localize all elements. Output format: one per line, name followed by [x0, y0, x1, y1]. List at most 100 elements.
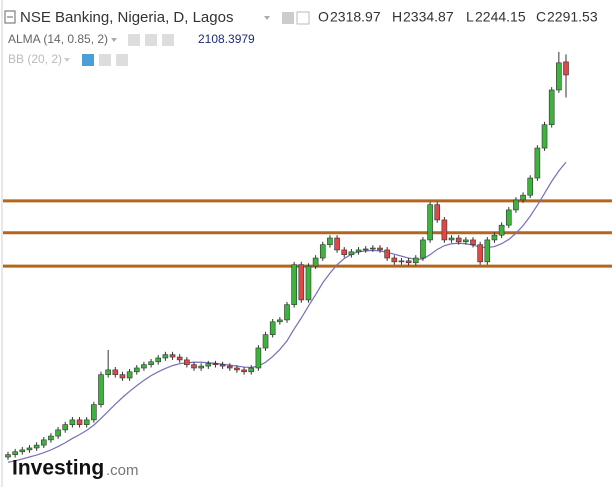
- candle-body: [405, 260, 412, 264]
- candle-body: [391, 257, 398, 263]
- candle-body: [470, 239, 476, 245]
- candle-body: [98, 374, 104, 405]
- ohlc-value: 2334.87: [403, 9, 454, 25]
- candle-body: [348, 251, 355, 255]
- candle-body: [198, 365, 204, 369]
- candle-body: [205, 363, 212, 367]
- settings-icon[interactable]: [99, 54, 111, 66]
- indicator-name: ALMA (14, 0.85, 2): [8, 32, 108, 46]
- candle-body: [155, 357, 162, 363]
- candle-body: [362, 248, 369, 251]
- ohlc-prefix: C: [536, 9, 546, 25]
- candle-body: [48, 435, 54, 441]
- logo-suffix: .com: [106, 462, 139, 479]
- remove-icon[interactable]: [116, 54, 128, 66]
- candle-body: [556, 62, 562, 91]
- candle-body: [441, 219, 448, 241]
- candle-body: [463, 239, 469, 243]
- candle-body: [484, 239, 491, 263]
- settings-icon[interactable]: [145, 34, 157, 46]
- candle-body: [341, 249, 348, 255]
- ohlc-value: 2318.97: [330, 9, 381, 25]
- remove-icon[interactable]: [162, 34, 174, 46]
- candle-body: [534, 147, 541, 179]
- logo-brand: Investing: [12, 457, 104, 480]
- candle-body: [412, 257, 419, 264]
- candle-body: [40, 439, 47, 446]
- indicator-name: BB (20, 2): [8, 52, 62, 66]
- candle-body: [248, 367, 255, 373]
- candle-body: [291, 264, 297, 305]
- candle-body: [513, 199, 519, 211]
- candle-body: [334, 237, 340, 251]
- candle-body: [184, 359, 190, 365]
- candle-body: [491, 234, 498, 241]
- candle-body: [91, 404, 97, 421]
- candle-body: [327, 237, 333, 245]
- candle-body: [505, 209, 512, 226]
- ohlc-prefix: L: [466, 9, 474, 25]
- candle-body: [355, 249, 362, 253]
- eye-icon[interactable]: [282, 12, 294, 24]
- candle-body: [541, 124, 548, 149]
- candle-body: [212, 363, 219, 366]
- candle-body: [219, 364, 226, 367]
- candle-body: [520, 194, 526, 201]
- candle-body: [312, 257, 319, 267]
- candle-body: [126, 371, 133, 379]
- candle-body: [176, 356, 183, 361]
- candle-body: [498, 224, 505, 236]
- candle-body: [255, 347, 262, 369]
- candle-body: [133, 367, 140, 373]
- candle-body: [69, 419, 76, 425]
- candle-body: [119, 374, 126, 379]
- eye-icon[interactable]: [128, 34, 140, 46]
- candle-body: [26, 447, 33, 451]
- candle-body: [548, 89, 555, 126]
- candle-body: [33, 444, 40, 449]
- settings-icon[interactable]: [296, 11, 310, 25]
- candle-body: [384, 249, 390, 259]
- ohlc-value: 2291.53: [547, 9, 598, 25]
- candle-body: [398, 260, 405, 263]
- candle-body: [226, 365, 233, 369]
- candle-body: [141, 364, 147, 369]
- candle-body: [477, 244, 483, 263]
- candle-body: [370, 247, 376, 250]
- plot-area: [3, 51, 612, 463]
- chart-title: NSE Banking, Nigeria, D, Lagos: [20, 9, 233, 26]
- dropdown-arrow[interactable]: [264, 16, 270, 20]
- candle-body: [448, 237, 455, 241]
- candle-body: [241, 369, 247, 373]
- candle-body: [55, 429, 61, 437]
- candle-body: [5, 454, 11, 458]
- ohlc-prefix: H: [392, 9, 402, 25]
- indicator-value: 2108.3979: [198, 32, 255, 46]
- candle-body: [162, 354, 169, 359]
- candle-body: [83, 419, 90, 425]
- candle-body: [105, 369, 111, 375]
- dropdown-arrow[interactable]: [111, 38, 117, 42]
- candle-body: [455, 237, 462, 243]
- candle-body: [298, 264, 305, 301]
- candle-body: [62, 424, 69, 431]
- candle-body: [19, 449, 26, 453]
- candle-body: [191, 364, 197, 369]
- eye-icon[interactable]: [82, 54, 94, 66]
- candle-body: [305, 265, 312, 301]
- candle-body: [377, 247, 383, 251]
- candle-body: [319, 244, 326, 259]
- ohlc-value: 2244.15: [475, 9, 526, 25]
- candle-body: [112, 369, 119, 375]
- candle-body: [12, 451, 18, 455]
- candle-body: [262, 334, 269, 349]
- collapse-icon[interactable]: [4, 10, 16, 24]
- candle-body: [434, 204, 441, 221]
- candle-body: [277, 319, 283, 323]
- candle-body: [527, 177, 534, 196]
- candle-body: [284, 304, 290, 321]
- dropdown-arrow[interactable]: [64, 58, 70, 62]
- candle-body: [427, 204, 433, 241]
